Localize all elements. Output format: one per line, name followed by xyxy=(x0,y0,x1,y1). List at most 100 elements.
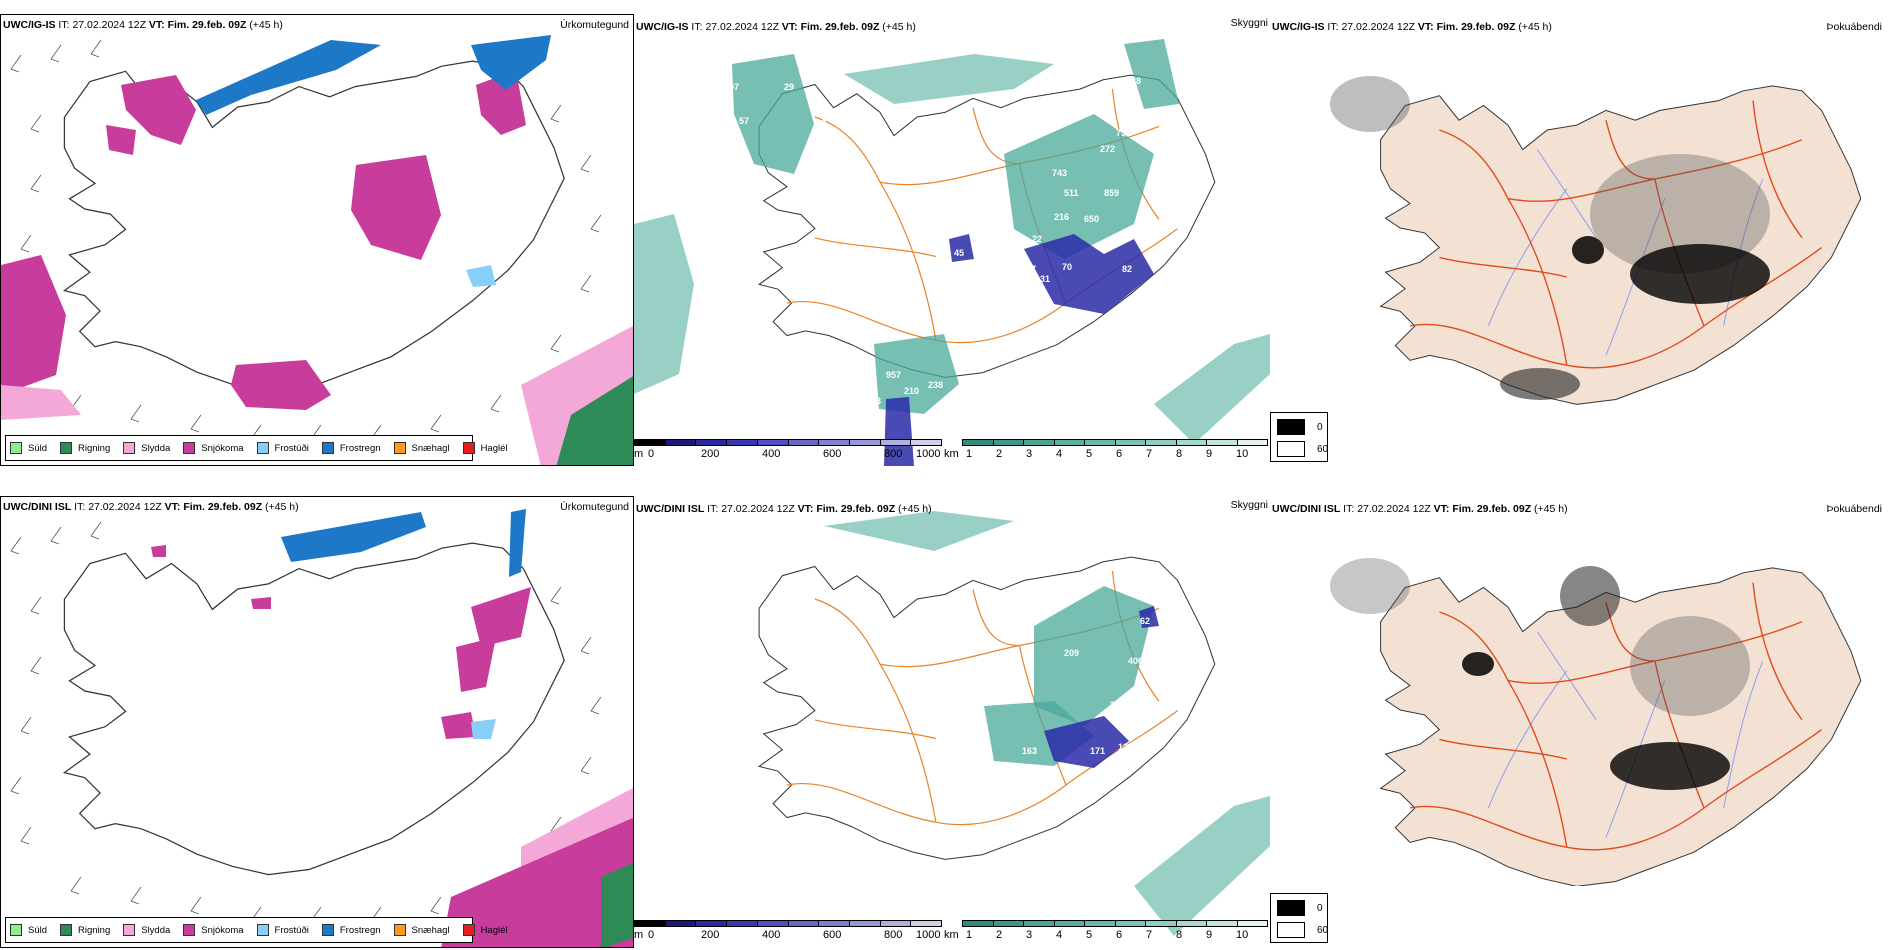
visibility-panel-2: 209 62 400 222 163 171 138 UWC/DINI ISL … xyxy=(634,496,1270,948)
teal-haze xyxy=(844,54,1054,104)
legend-item: Slydda xyxy=(123,442,170,454)
visibility-value: 272 xyxy=(1100,144,1115,154)
visibility-map-2: 209 62 400 222 163 171 138 xyxy=(758,511,1270,936)
frzdrizzle-area xyxy=(471,719,496,739)
panel-type-label: Þokuábendi xyxy=(1826,503,1882,515)
visibility-scale-km-1: km 1 2 3 4 5 6 7 8 9 10 xyxy=(944,439,1270,463)
fog-index-legend-1: 0 60 xyxy=(1270,412,1328,462)
scale-tick: 400 xyxy=(762,929,781,941)
fog-shade xyxy=(1630,244,1770,304)
visibility-scale-km-2: km 1 2 3 4 5 6 7 8 9 10 xyxy=(944,920,1270,944)
frzrain-area xyxy=(281,512,426,562)
frzrain-area xyxy=(471,35,551,90)
scale-tick: 600 xyxy=(823,448,842,460)
visibility-value: 82 xyxy=(1122,264,1132,274)
visibility-value: 216 xyxy=(1054,212,1069,222)
scale-tick: 1000 xyxy=(916,929,941,941)
legend-item: Haglél xyxy=(462,442,508,454)
visibility-value: 222 xyxy=(1110,700,1125,710)
snow-area xyxy=(441,712,476,739)
teal-haze xyxy=(634,214,694,394)
scale-tick: 9 xyxy=(1206,929,1213,941)
visibility-value: 333 xyxy=(866,396,881,406)
panel-header: UWC/IG-IS IT: 27.02.2024 12Z VT: Fim. 29… xyxy=(636,21,916,33)
legend-item: Súld xyxy=(10,924,47,936)
teal-area xyxy=(1034,586,1154,726)
scale-tick: 2 xyxy=(996,448,1003,460)
navy-area xyxy=(1024,234,1154,314)
panel-header: UWC/IG-IS IT: 27.02.2024 12Z VT: Fim. 29… xyxy=(1272,21,1552,33)
teal-area xyxy=(1004,114,1154,259)
fog-shade xyxy=(1500,368,1580,400)
scale-unit: m xyxy=(634,448,644,460)
scale-tick: 7 xyxy=(1146,448,1153,460)
fog-shade xyxy=(1572,236,1604,264)
teal-area xyxy=(874,334,959,414)
panel-type-label: Skyggni xyxy=(1230,499,1268,511)
legend-item: Frostúði xyxy=(256,442,309,454)
precip-type-panel-2: UWC/DINI ISL IT: 27.02.2024 12Z VT: Fim.… xyxy=(0,496,634,948)
snow-area xyxy=(151,545,166,557)
visibility-value: 400 xyxy=(1128,656,1143,666)
fog-index-panel-1: UWC/IG-IS IT: 27.02.2024 12Z VT: Fim. 29… xyxy=(1270,14,1900,466)
scale-unit: km xyxy=(944,929,959,941)
scale-unit: m xyxy=(634,929,644,941)
fog-shade xyxy=(1560,566,1620,626)
frzrain-area xyxy=(509,509,526,577)
legend-item: Haglél xyxy=(462,924,508,936)
legend-item: Rigning xyxy=(60,924,110,936)
visibility-value: 47 xyxy=(1026,264,1036,274)
visibility-value: 209 xyxy=(1064,648,1079,658)
precip-map-1 xyxy=(1,35,633,465)
sleet-area xyxy=(1,385,81,420)
visibility-value: 29 xyxy=(784,82,794,92)
teal-haze xyxy=(1134,796,1270,936)
legend-item: Frostregn xyxy=(321,924,381,936)
fog-index-map-1 xyxy=(1330,76,1862,405)
visibility-value: 45 xyxy=(954,248,964,258)
precip-legend: Súld Rigning Slydda Snjókoma Frostúði Fr… xyxy=(5,917,508,943)
navy-area xyxy=(1139,606,1159,628)
snow-area xyxy=(456,637,496,692)
teal-haze xyxy=(824,511,1014,551)
visibility-value: 210 xyxy=(904,386,919,396)
scale-tick: 800 xyxy=(884,929,903,941)
scale-tick: 3 xyxy=(1026,448,1033,460)
teal-area xyxy=(1124,39,1179,109)
visibility-value: 31 xyxy=(1040,274,1050,284)
visibility-value: 22 xyxy=(816,118,826,128)
visibility-value: 57 xyxy=(739,116,749,126)
teal-haze xyxy=(1154,334,1270,444)
snow-area xyxy=(251,597,271,609)
visibility-value: 743 xyxy=(1052,168,1067,178)
scale-tick: 6 xyxy=(1116,448,1123,460)
scale-tick: 200 xyxy=(701,929,720,941)
navy-area xyxy=(884,397,914,466)
teal-area xyxy=(732,54,814,174)
scale-tick: 6 xyxy=(1116,929,1123,941)
scale-tick: 10 xyxy=(1236,929,1249,941)
visibility-value: 138 xyxy=(1118,742,1133,752)
panel-header: UWC/DINI ISL IT: 27.02.2024 12Z VT: Fim.… xyxy=(1272,503,1568,515)
legend-item: Frostregn xyxy=(321,442,381,454)
fog-shade xyxy=(1330,76,1410,132)
fog-shade xyxy=(1630,616,1750,716)
legend-item: Snæhagl xyxy=(393,924,450,936)
panel-type-label: Úrkomutegund xyxy=(560,501,629,513)
scale-tick: 800 xyxy=(884,448,903,460)
snow-area xyxy=(441,817,633,947)
scale-tick: 8 xyxy=(1176,448,1183,460)
visibility-panel-1: 307 29 57 22 29 15 45 22 47 31 70 82 743… xyxy=(634,14,1270,466)
panel-header: UWC/DINI ISL IT: 27.02.2024 12Z VT: Fim.… xyxy=(3,501,299,513)
legend-item: Snjókoma xyxy=(183,442,244,454)
frzrain-area xyxy=(196,40,381,115)
scale-tick: 600 xyxy=(823,929,842,941)
visibility-value: 650 xyxy=(1084,214,1099,224)
scale-tick: 400 xyxy=(762,448,781,460)
panel-type-label: Skyggni xyxy=(1230,17,1268,29)
visibility-map-1: 307 29 57 22 29 15 45 22 47 31 70 82 743… xyxy=(634,39,1270,466)
panel-header: UWC/IG-IS IT: 27.02.2024 12Z VT: Fim. 29… xyxy=(3,19,283,31)
precip-map-2 xyxy=(10,509,633,947)
snow-area xyxy=(231,360,331,410)
visibility-value: 238 xyxy=(928,380,943,390)
